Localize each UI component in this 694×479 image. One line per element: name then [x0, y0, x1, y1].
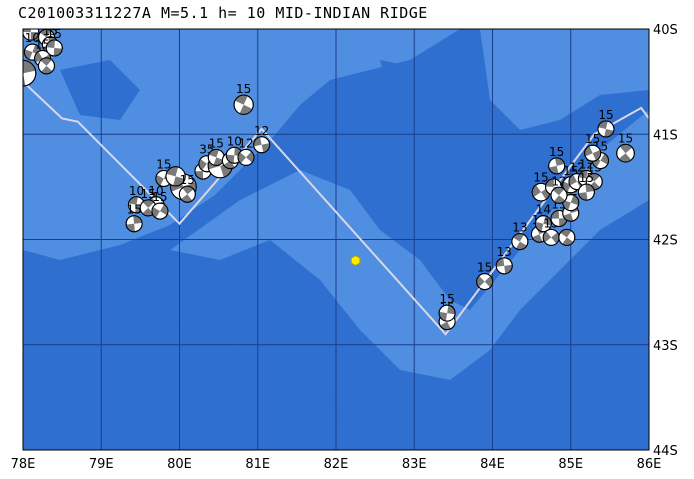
focal-depth-label: 15 — [43, 24, 58, 38]
focal-mechanism-beachball: 15 — [207, 136, 225, 166]
focal-depth-label: 12 — [254, 124, 269, 138]
bathymetry-deep-south — [23, 320, 360, 450]
focal-depth-label: 15 — [209, 136, 224, 150]
focal-depth-label: 15 — [618, 131, 633, 145]
focal-mechanism-beachball — [558, 228, 576, 246]
focal-mechanism-beachball — [37, 57, 55, 75]
focal-mechanism-beachball: 14 — [534, 203, 552, 233]
bathymetry-shallow-ridge — [170, 110, 649, 380]
focal-mechanism-beachball — [23, 59, 37, 87]
focal-mechanism-beachball: 13 — [495, 245, 513, 275]
focal-mechanism-beachball: 12 — [253, 124, 271, 154]
bathymetry-deep-patch — [60, 60, 140, 120]
latitude-tick-label: 44S — [653, 444, 678, 459]
focal-mechanism-beachball: 15 — [577, 171, 595, 201]
longitude-tick-label: 78E — [11, 457, 36, 472]
graticule — [23, 29, 649, 450]
focal-depth-label: 15 — [126, 203, 141, 217]
focal-mechanism-beachball: 15 — [45, 27, 63, 57]
bathymetry-shallow-east — [480, 29, 649, 130]
latitude-tick-label: 40S — [653, 23, 678, 38]
focal-depth-label: 12 — [569, 161, 584, 175]
focal-depth-label: 15 — [549, 145, 564, 159]
focal-depth-label: 10 — [25, 31, 40, 45]
focal-mechanism-beachball: 15 — [233, 82, 254, 115]
focal-mechanism-beachball: 13 — [511, 221, 529, 251]
focal-mechanism-beachball: 15 — [476, 261, 494, 291]
focal-depth-label: 13 — [497, 245, 512, 259]
longitude-tick-label: 86E — [637, 457, 662, 472]
focal-depth-label: 15 — [598, 108, 613, 122]
longitude-tick-label: 82E — [324, 457, 349, 472]
focal-depth-label: 10 — [227, 134, 242, 148]
focal-depth-label: 15 — [585, 132, 600, 146]
focal-depth-label: 14 — [536, 203, 551, 217]
longitude-labels: 78E 79E 80E 81E 82E 83E 84E 85E 86E — [11, 457, 662, 472]
latitude-tick-label: 41S — [653, 128, 678, 143]
bathymetry-deep-patch-2 — [380, 60, 430, 100]
focal-mechanism-beachball: 15 — [23, 11, 40, 41]
latitude-tick-label: 42S — [653, 234, 678, 249]
focal-depth-label: 10 — [148, 184, 163, 198]
focal-depth-label: 15 — [141, 187, 156, 201]
focal-depth-label: 15 — [23, 11, 38, 25]
focal-depth-label: 10 — [129, 184, 144, 198]
focal-depth-label: 15 — [47, 27, 62, 41]
focal-mechanism-beachball: 15 — [584, 132, 602, 162]
longitude-tick-label: 80E — [167, 457, 192, 472]
focal-depth-label: 15 — [579, 171, 594, 185]
longitude-tick-label: 81E — [245, 457, 270, 472]
focal-depth-label: 12 — [238, 136, 253, 150]
focal-mechanism-beachball: 15 — [151, 190, 169, 220]
focal-mechanism-beachball: 15 — [548, 145, 566, 175]
ridge-axis-line — [23, 80, 649, 336]
focal-depth-label: 15 — [533, 170, 548, 184]
focal-depth-label: 15 — [477, 261, 492, 275]
focal-mechanism-beachball: 15 — [139, 187, 157, 217]
latitude-tick-label: 43S — [653, 339, 678, 354]
longitude-tick-label: 83E — [402, 457, 427, 472]
map-frame — [22, 28, 650, 451]
longitude-tick-label: 79E — [89, 457, 114, 472]
longitude-tick-label: 85E — [558, 457, 583, 472]
focal-depth-label: 15 — [180, 173, 195, 187]
focal-depth-label: 15 — [439, 292, 454, 306]
focal-mechanism-beachball: 15 — [125, 203, 143, 233]
focal-depth-label: 13 — [512, 221, 527, 235]
focal-depth-label: 15 — [156, 157, 171, 171]
focal-depth-label: 15 — [152, 190, 167, 204]
focal-mechanism-beachball: 15 — [438, 292, 456, 322]
latitude-labels: 40S 41S 42S 43S 44S — [653, 23, 678, 459]
focal-depth-label: 15 — [236, 82, 251, 96]
longitude-tick-label: 84E — [480, 457, 505, 472]
focal-mechanism-beachball: 15 — [616, 131, 635, 163]
focal-mechanism-beachball: 12 — [237, 136, 255, 166]
focal-depth-label: 15 — [39, 16, 54, 30]
focal-mechanism-beachball — [165, 166, 186, 187]
focal-mechanism-beachball: 15 — [178, 173, 196, 203]
event-epicenter-marker — [350, 254, 361, 267]
focal-mechanism-beachball: 15 — [597, 108, 615, 138]
map-title: C201003311227A M=5.1 h= 10 MID-INDIAN RI… — [18, 4, 428, 22]
